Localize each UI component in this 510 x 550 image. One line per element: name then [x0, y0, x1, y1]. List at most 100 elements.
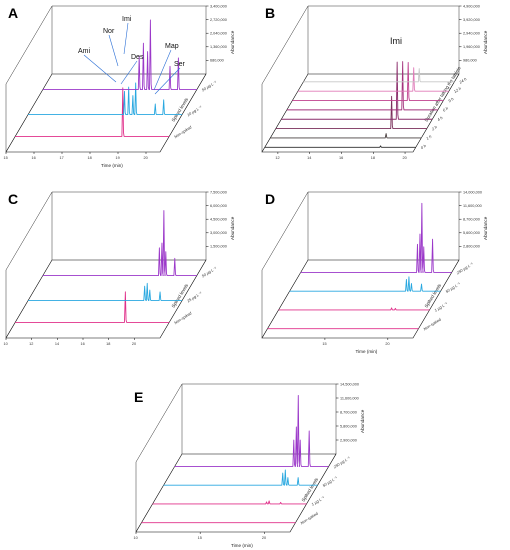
panel-b: B 980,000 1,960,000 2,940,000 3,920,000 4,900…: [261, 4, 488, 160]
panel-a: A 680,000 1,360,000 2,040,000 2,720,000 3,400…: [4, 4, 236, 168]
y-axis-label: Abundance: [483, 216, 488, 240]
series-trace: [174, 394, 329, 467]
peak-leader-line: [120, 60, 138, 85]
series-label: 50 µg L⁻¹: [321, 475, 338, 488]
series-trace: [275, 95, 427, 130]
series-trace: [297, 67, 449, 92]
x-axis-label: Time (min): [231, 543, 253, 548]
y-tick-label: 5,800,000: [340, 424, 357, 428]
x-tick-label: 17: [60, 156, 64, 160]
x-tick-label: 12: [29, 342, 33, 346]
series-trace: [286, 61, 438, 111]
left-wall-edge: [135, 383, 183, 532]
series-label: Non-spiked: [299, 510, 319, 525]
series-label: 1 µg L⁻¹: [433, 301, 448, 313]
y-tick-label: 1,360,000: [210, 45, 227, 49]
series-trace: [42, 19, 197, 91]
y-axis-label: Abundance: [230, 30, 235, 54]
series-label: Non-spiked: [173, 124, 193, 139]
series-trace: [278, 307, 430, 311]
x-tick-label: 15: [322, 342, 326, 346]
series-label: 25 µg L⁻¹: [185, 290, 203, 304]
x-tick-label: 14: [307, 156, 311, 160]
series-label: 4 h: [436, 115, 443, 122]
series-label: 50 µg L⁻¹: [201, 265, 218, 278]
left-wall-edge: [261, 5, 309, 152]
y-tick-label: 6,000,000: [210, 204, 227, 208]
x-tick-label: 19: [116, 156, 120, 160]
peak-annotation: Nor: [103, 28, 115, 35]
back-wall-edge: [52, 191, 207, 260]
x-tick-label: 20: [144, 156, 148, 160]
series-label: 1 µg L⁻¹: [310, 495, 325, 507]
x-tick-label: 16: [32, 156, 36, 160]
left-wall-edge: [5, 5, 53, 152]
x-tick-label: 20: [403, 156, 407, 160]
x-tick-label: 15: [198, 536, 202, 540]
series-trace: [163, 469, 318, 486]
y-tick-label: 14,000,000: [463, 190, 482, 194]
series-trace: [300, 202, 452, 273]
x-axis-label: Time (min): [101, 163, 123, 168]
series-label: 6 h: [442, 106, 449, 113]
back-wall-edge: [308, 5, 460, 74]
y-tick-label: 3,400,000: [210, 4, 227, 8]
panel-letter: A: [8, 5, 18, 21]
y-tick-label: 11,600,000: [463, 204, 482, 208]
panel-d: D 2,800,000 5,600,000 8,700,000 11,600,000 14…: [261, 190, 488, 354]
series-trace: [289, 276, 441, 292]
series-label: 24 h: [457, 76, 467, 85]
series-label: Non-spiked: [422, 316, 442, 331]
y-tick-label: 11,600,000: [340, 396, 359, 400]
peak-leader-line: [83, 54, 117, 83]
y-tick-label: 3,000,000: [210, 231, 227, 235]
x-tick-label: 20: [262, 536, 266, 540]
peak-leader-line: [153, 49, 172, 91]
series-label: 50 µg L⁻¹: [444, 281, 461, 294]
x-tick-label: 18: [106, 342, 110, 346]
y-tick-label: 14,500,000: [340, 382, 359, 386]
y-tick-label: 5,600,000: [463, 231, 480, 235]
x-tick-label: 16: [339, 156, 343, 160]
y-axis-label: Abundance: [360, 409, 365, 433]
x-tick-label: 16: [81, 342, 85, 346]
peak-annotation: Ami: [78, 48, 91, 55]
x-tick-label: 20: [132, 342, 136, 346]
series-label: 2 h: [430, 124, 438, 132]
x-axis-label: Time (min): [356, 349, 378, 354]
series-label: 50 µg L⁻¹: [201, 79, 218, 92]
series-label: 0 h: [420, 143, 427, 150]
x-tick-label: 10: [4, 342, 8, 346]
peak-leader-line: [108, 34, 119, 67]
y-tick-label: 980,000: [463, 59, 477, 63]
panel-letter: B: [265, 5, 275, 21]
z-axis-label: Spiked levels: [171, 282, 190, 308]
y-tick-label: 2,800,000: [463, 245, 480, 249]
peak-leader-line: [154, 67, 181, 95]
series-trace: [15, 87, 170, 137]
y-tick-label: 4,900,000: [463, 4, 480, 8]
series-label: 1 h: [425, 134, 432, 141]
series-label: 9 h: [447, 96, 454, 103]
peak-annotation: Des: [131, 54, 144, 61]
peak-annotation: Imi: [122, 16, 132, 23]
series-label: 250 µg L⁻¹: [332, 455, 352, 470]
y-tick-label: 7,500,000: [210, 190, 227, 194]
series-trace: [28, 282, 183, 302]
peak-annotation: Imi: [390, 36, 402, 46]
y-axis-label: Abundance: [230, 216, 235, 240]
x-tick-label: 20: [385, 342, 389, 346]
y-tick-label: 680,000: [210, 59, 224, 63]
peak-annotation: Map: [165, 43, 179, 50]
left-wall-edge: [5, 191, 53, 338]
y-tick-label: 1,960,000: [463, 45, 480, 49]
series-label: 12 h: [453, 86, 462, 94]
peak-annotation: Ser: [174, 61, 186, 68]
y-tick-label: 3,920,000: [463, 18, 480, 22]
panel-letter: C: [8, 191, 18, 207]
peak-leader-line: [123, 22, 129, 55]
y-tick-label: 8,700,000: [463, 218, 480, 222]
x-tick-label: 14: [55, 342, 59, 346]
series-trace: [28, 82, 183, 116]
